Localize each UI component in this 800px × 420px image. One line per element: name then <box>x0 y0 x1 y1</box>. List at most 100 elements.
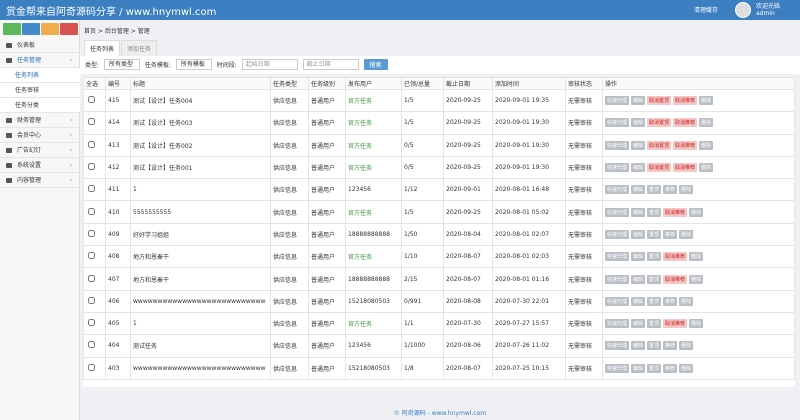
checkbox[interactable] <box>88 341 95 349</box>
action-button[interactable]: 取消置顶 <box>647 163 672 173</box>
end-date[interactable]: 截止日期 <box>302 59 359 70</box>
crumb[interactable]: 首页 <box>84 28 97 35</box>
checkbox[interactable] <box>88 96 95 104</box>
crumb[interactable]: 后台管理 <box>104 28 129 35</box>
template-select[interactable]: 所有模板 <box>175 59 212 70</box>
action-button[interactable]: 置顶 <box>647 252 662 262</box>
action-button[interactable]: 取消推荐 <box>663 319 688 329</box>
action-button[interactable]: 快速代理 <box>605 163 630 173</box>
action-button[interactable]: 编辑 <box>631 229 646 239</box>
checkbox[interactable] <box>88 319 95 327</box>
action-button[interactable]: 删除 <box>699 118 714 128</box>
checkbox[interactable] <box>88 229 95 237</box>
action-button[interactable]: 取消推荐 <box>663 252 688 262</box>
action-button[interactable]: 快速代理 <box>605 185 630 195</box>
checkbox[interactable] <box>88 296 95 304</box>
action-button[interactable]: 删除 <box>699 96 714 106</box>
action-button[interactable]: 删除 <box>679 185 694 195</box>
action-button[interactable]: 快速代理 <box>605 207 630 217</box>
search-button[interactable]: 搜索 <box>363 59 388 70</box>
action-button[interactable]: 快速代理 <box>605 252 630 262</box>
action-button[interactable]: 编辑 <box>631 296 646 306</box>
action-button[interactable]: 推荐 <box>663 296 678 306</box>
menu-item[interactable]: 任务管理 ‹ <box>0 53 80 68</box>
shortcut[interactable] <box>22 23 40 35</box>
action-button[interactable]: 推荐 <box>663 363 678 373</box>
action-button[interactable]: 编辑 <box>631 274 646 284</box>
action-button[interactable]: 删除 <box>699 140 714 150</box>
menu-item[interactable]: 广告幻灯 ‹ <box>0 143 80 158</box>
action-button[interactable]: 取消推荐 <box>673 140 698 150</box>
checkbox[interactable] <box>88 140 95 148</box>
action-button[interactable]: 快速代理 <box>605 229 630 239</box>
shortcut[interactable] <box>60 23 78 35</box>
action-button[interactable]: 删除 <box>689 252 704 262</box>
action-button[interactable]: 取消置顶 <box>647 96 672 106</box>
action-button[interactable]: 置顶 <box>647 229 662 239</box>
action-button[interactable]: 快速代理 <box>605 296 630 306</box>
action-button[interactable]: 删除 <box>679 363 694 373</box>
action-button[interactable]: 推荐 <box>663 341 678 351</box>
shortcut[interactable] <box>41 23 59 35</box>
action-button[interactable]: 推荐 <box>663 229 678 239</box>
action-button[interactable]: 编辑 <box>631 363 646 373</box>
checkbox[interactable] <box>88 118 95 126</box>
action-button[interactable]: 置顶 <box>647 363 662 373</box>
action-button[interactable]: 删除 <box>689 274 704 284</box>
action-button[interactable]: 快速代理 <box>605 363 630 373</box>
action-button[interactable]: 编辑 <box>631 163 646 173</box>
checkbox[interactable] <box>88 163 95 171</box>
checkbox[interactable] <box>88 363 95 371</box>
menu-item[interactable]: 仪表板 <box>0 38 80 53</box>
action-button[interactable]: 删除 <box>679 229 694 239</box>
start-date[interactable]: 起始日期 <box>241 59 298 70</box>
user-info[interactable]: 欢迎光临 admin <box>756 3 780 17</box>
action-button[interactable]: 置顶 <box>647 185 662 195</box>
action-button[interactable]: 编辑 <box>631 118 646 128</box>
action-button[interactable]: 删除 <box>689 207 704 217</box>
action-button[interactable]: 取消推荐 <box>673 118 698 128</box>
action-button[interactable]: 编辑 <box>631 207 646 217</box>
action-button[interactable]: 编辑 <box>631 252 646 262</box>
action-button[interactable]: 推荐 <box>663 185 678 195</box>
cache-button[interactable]: 清理缓存 <box>694 7 719 14</box>
action-button[interactable]: 删除 <box>689 319 704 329</box>
action-button[interactable]: 快速代理 <box>605 319 630 329</box>
action-button[interactable]: 快速代理 <box>605 341 630 351</box>
action-button[interactable]: 置顶 <box>647 341 662 351</box>
crumb[interactable]: 管理 <box>137 28 150 35</box>
action-button[interactable]: 删除 <box>679 341 694 351</box>
action-button[interactable]: 删除 <box>679 296 694 306</box>
menu-item[interactable]: 会员中心 ‹ <box>0 128 80 143</box>
action-button[interactable]: 取消推荐 <box>663 207 688 217</box>
action-button[interactable]: 取消推荐 <box>673 96 698 106</box>
menu-item[interactable]: 财务管理 ‹ <box>0 113 80 128</box>
checkbox[interactable] <box>88 207 95 215</box>
action-button[interactable]: 取消推荐 <box>673 163 698 173</box>
action-button[interactable]: 编辑 <box>631 96 646 106</box>
shortcut[interactable] <box>3 23 21 35</box>
tab[interactable]: 任务列表 <box>84 40 121 57</box>
action-button[interactable]: 置顶 <box>647 319 662 329</box>
avatar[interactable] <box>735 2 751 18</box>
checkbox[interactable] <box>88 252 95 260</box>
action-button[interactable]: 编辑 <box>631 319 646 329</box>
action-button[interactable]: 编辑 <box>631 341 646 351</box>
action-button[interactable]: 置顶 <box>647 296 662 306</box>
action-button[interactable]: 置顶 <box>647 207 662 217</box>
action-button[interactable]: 快速代理 <box>605 140 630 150</box>
menu-item[interactable]: 系统设置 ‹ <box>0 158 80 173</box>
action-button[interactable]: 快速代理 <box>605 96 630 106</box>
type-select[interactable]: 所有类型 <box>103 59 140 70</box>
checkbox[interactable] <box>88 185 95 193</box>
checkbox[interactable] <box>88 274 95 282</box>
submenu-item[interactable]: 任务审核 <box>0 83 80 98</box>
action-button[interactable]: 删除 <box>699 163 714 173</box>
action-button[interactable]: 取消置顶 <box>647 118 672 128</box>
action-button[interactable]: 快速代理 <box>605 118 630 128</box>
menu-item[interactable]: 内容管理 ‹ <box>0 173 80 188</box>
action-button[interactable]: 取消置顶 <box>647 140 672 150</box>
action-button[interactable]: 取消推荐 <box>663 274 688 284</box>
tab[interactable]: 添加任务 <box>121 40 158 57</box>
action-button[interactable]: 编辑 <box>631 140 646 150</box>
